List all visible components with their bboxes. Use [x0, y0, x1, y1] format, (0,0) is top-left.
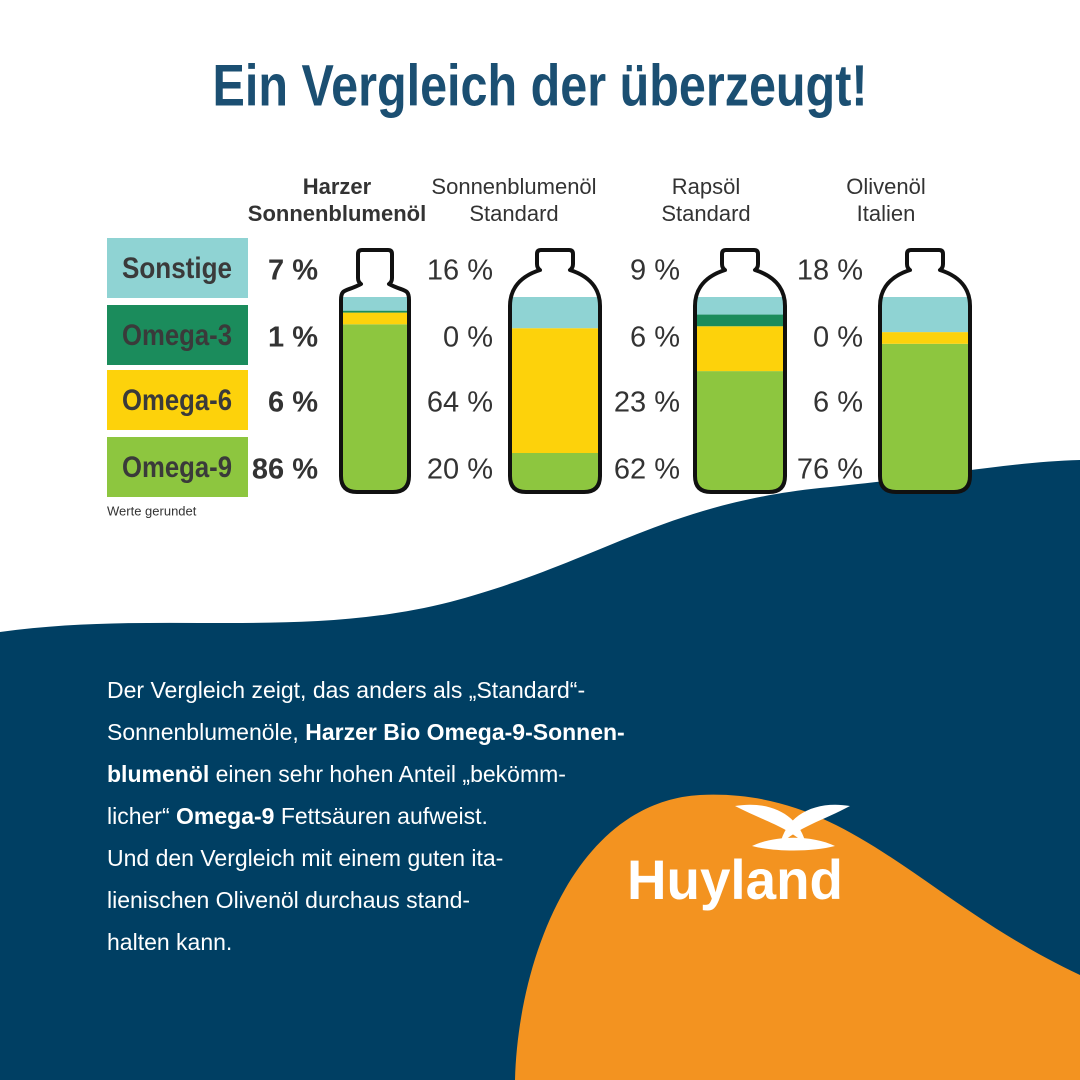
value-label: 23 %	[614, 387, 680, 419]
value-label: 76 %	[797, 454, 863, 486]
category-label: Harzer Sonnenblumenöl	[248, 174, 426, 226]
value-label: 6 %	[268, 387, 318, 419]
fill-segment	[510, 453, 600, 492]
value-label: 62 %	[614, 454, 680, 486]
value-label: 20 %	[427, 454, 493, 486]
text-run: blumenöl	[107, 761, 209, 787]
value-label: 9 %	[630, 255, 680, 287]
orange-blob	[515, 794, 1080, 1080]
category-label: Sonnenblumenöl Standard	[431, 174, 596, 226]
text-run: halten kann.	[107, 929, 232, 955]
legend-swatch	[107, 305, 248, 365]
value-label: 6 %	[813, 387, 863, 419]
value-label: 86 %	[252, 454, 318, 486]
fill-segment	[341, 312, 409, 325]
text-run: Der Vergleich zeigt, das anders als „Sta…	[107, 677, 585, 703]
paragraph-line: licher“ Omega-9 Fettsäuren aufweist.	[107, 803, 488, 829]
paragraph-line: Der Vergleich zeigt, das anders als „Sta…	[107, 677, 585, 703]
fill-segment	[880, 297, 970, 333]
legend-label: Sonstige	[122, 252, 232, 285]
value-label: 1 %	[268, 322, 318, 354]
fill-segment	[695, 314, 785, 327]
value-label: 0 %	[443, 322, 493, 354]
legend-swatch	[107, 238, 248, 298]
paragraph-line: halten kann.	[107, 929, 232, 955]
fill-segment	[880, 343, 970, 492]
fill-segment	[341, 297, 409, 311]
value-label: 0 %	[813, 322, 863, 354]
bottle-outline	[508, 248, 602, 494]
fill-segment	[510, 328, 600, 453]
category-label: Olivenöl Italien	[846, 174, 925, 226]
bottle-fill	[510, 297, 600, 492]
value-label: 18 %	[797, 255, 863, 287]
fill-segment	[341, 324, 409, 492]
bottle-outline	[693, 248, 787, 494]
value-label: 6 %	[630, 322, 680, 354]
bottle-fill	[695, 297, 785, 492]
text-run: Und den Vergleich mit einem guten ita-	[107, 845, 503, 871]
legend-label: Omega-6	[122, 384, 232, 417]
text-run: einen sehr hohen Anteil „bekömm-	[209, 761, 566, 787]
legend-swatch	[107, 370, 248, 430]
fill-segment	[695, 297, 785, 315]
legend-label: Omega-9	[122, 451, 232, 484]
text-run: lienischen Olivenöl durchaus stand-	[107, 887, 470, 913]
legend-label: Omega-3	[122, 319, 232, 352]
fill-segment	[510, 297, 600, 329]
legend-swatch	[107, 437, 248, 497]
fill-segment	[695, 371, 785, 492]
text-run: licher“	[107, 803, 176, 829]
fill-segment	[695, 326, 785, 372]
bottle-outline	[878, 248, 972, 494]
paragraph-line: blumenöl einen sehr hohen Anteil „bekömm…	[107, 761, 566, 787]
chart-title: Ein Vergleich der überzeugt!	[213, 53, 868, 118]
paragraph-line: Und den Vergleich mit einem guten ita-	[107, 845, 503, 871]
fill-segment	[341, 310, 409, 313]
category-label: Rapsöl Standard	[661, 174, 750, 226]
logo-icon	[735, 804, 850, 851]
paragraph-line: lienischen Olivenöl durchaus stand-	[107, 887, 470, 913]
value-label: 64 %	[427, 387, 493, 419]
text-run: Sonnenblumenöle,	[107, 719, 305, 745]
text-run: Harzer Bio Omega-9-Sonnen-	[305, 719, 625, 745]
logo: Huyland	[627, 848, 843, 911]
fill-segment	[880, 332, 970, 344]
value-label: 7 %	[268, 255, 318, 287]
paragraph-line: Sonnenblumenöle, Harzer Bio Omega-9-Sonn…	[107, 719, 625, 745]
annotation: Werte gerundet	[107, 503, 197, 518]
bottle-fill	[880, 297, 970, 492]
bottle-fill	[341, 297, 409, 492]
text-run: Fettsäuren aufweist.	[274, 803, 488, 829]
bottle-outline	[339, 248, 411, 494]
text-run: Omega-9	[176, 803, 274, 829]
value-label: 16 %	[427, 255, 493, 287]
